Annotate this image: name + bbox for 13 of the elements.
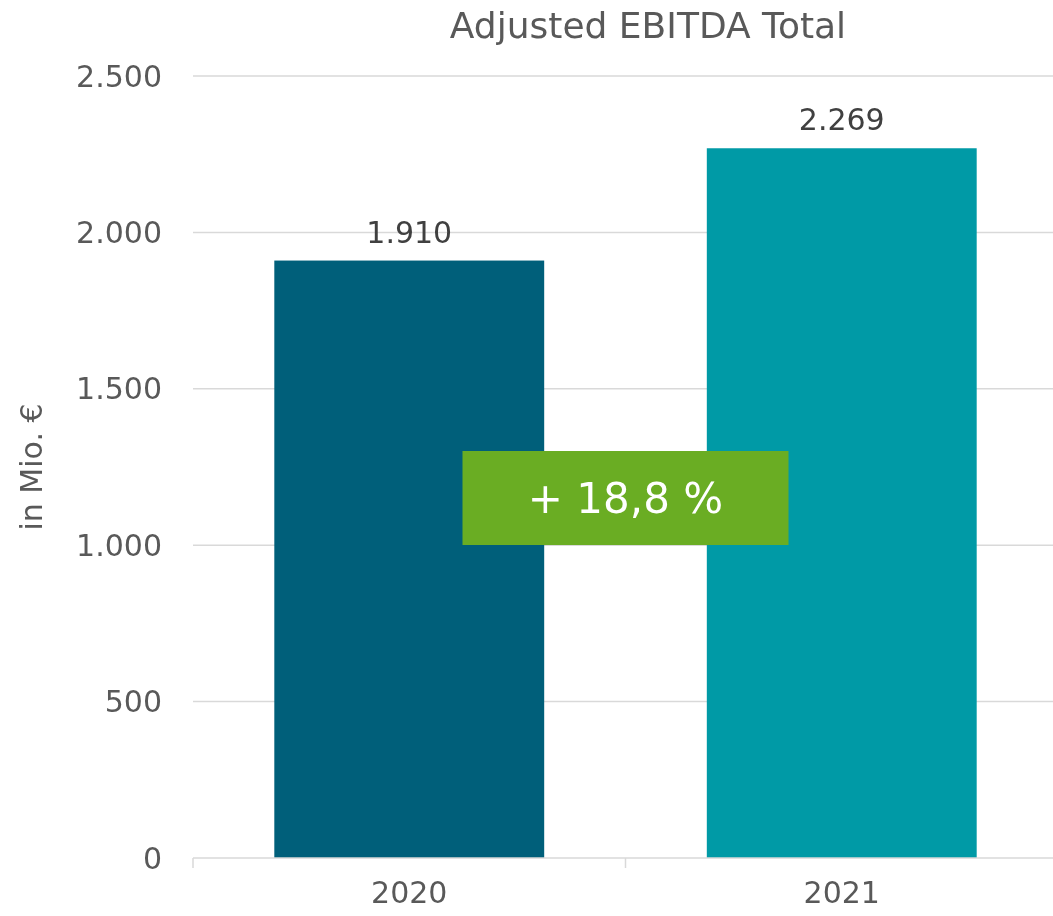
y-tick-label: 2.500: [76, 58, 162, 94]
y-tick-label: 500: [104, 684, 162, 720]
data-label: 2.269: [798, 102, 885, 138]
data-label: 1.910: [366, 214, 453, 250]
x-tick-label: 2021: [803, 875, 880, 910]
y-tick-label: 0: [142, 840, 162, 876]
y-axis-title: in Mio. €: [14, 403, 49, 531]
chart-title: Adjusted EBITDA Total: [449, 5, 847, 46]
y-tick-label: 2.000: [76, 214, 162, 250]
y-tick-label: 1.000: [76, 527, 162, 563]
y-tick-label: 1.500: [76, 371, 162, 407]
x-tick-label: 2020: [371, 875, 448, 910]
annotation: + 18,8 %: [527, 473, 724, 523]
